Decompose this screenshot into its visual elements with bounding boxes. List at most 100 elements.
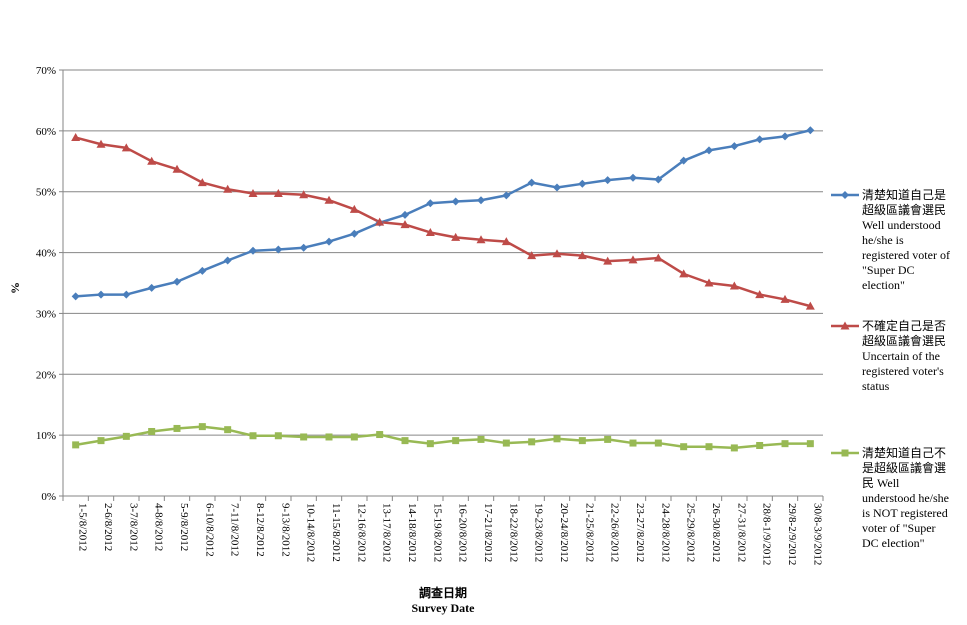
data-point bbox=[96, 139, 106, 148]
data-point bbox=[477, 196, 485, 205]
data-point bbox=[97, 290, 105, 299]
data-point bbox=[477, 435, 485, 443]
x-tick-label: 24-28/8/2012 bbox=[659, 503, 671, 562]
data-point bbox=[349, 204, 359, 213]
data-point bbox=[299, 190, 309, 199]
data-point bbox=[578, 179, 587, 188]
data-point bbox=[71, 133, 81, 142]
x-tick-label: 9-13/8/2012 bbox=[279, 503, 291, 557]
x-axis-title-zh: 調查日期 bbox=[419, 585, 467, 600]
grid-lines bbox=[59, 69, 824, 501]
data-point bbox=[375, 217, 385, 226]
x-tick-label: 13-17/8/2012 bbox=[381, 503, 393, 562]
legend-label-line: 清楚知道自己是 bbox=[862, 188, 947, 202]
series-markers bbox=[71, 126, 815, 452]
data-point bbox=[274, 245, 283, 254]
x-tick-label: 15-19/8/2012 bbox=[431, 503, 443, 562]
data-point bbox=[527, 251, 537, 260]
data-point bbox=[604, 435, 612, 443]
data-point bbox=[679, 156, 688, 165]
data-point bbox=[426, 440, 434, 448]
data-point bbox=[121, 143, 131, 152]
data-point bbox=[527, 178, 536, 187]
data-point bbox=[628, 255, 638, 264]
x-tick-label: 26-30/8/2012 bbox=[710, 503, 722, 562]
data-point bbox=[249, 246, 257, 255]
data-point bbox=[705, 443, 713, 451]
legend-label-line: DC election" bbox=[862, 536, 925, 550]
y-tick-labels: 0% 10% 20% 30% 40% 50% 60% 70% bbox=[36, 65, 56, 503]
x-axis-title-en: Survey Date bbox=[412, 601, 476, 615]
data-point bbox=[476, 235, 486, 244]
data-point bbox=[756, 441, 764, 449]
data-point bbox=[197, 178, 207, 187]
data-point bbox=[705, 146, 713, 155]
x-tick-labels: 1-5/8/2012 2-6/8/2012 3-7/8/2012 4-8/8/2012… bbox=[77, 503, 824, 565]
data-point bbox=[629, 173, 637, 182]
x-tick-label: 17-21/8/2012 bbox=[482, 503, 494, 562]
legend-label-line: 民 Well bbox=[862, 476, 900, 490]
legend-label-line: election" bbox=[862, 278, 905, 292]
data-point bbox=[401, 437, 409, 445]
data-point bbox=[781, 440, 789, 448]
data-point bbox=[148, 427, 156, 435]
legend-label-line: is NOT registered bbox=[862, 506, 948, 520]
data-point bbox=[577, 251, 587, 260]
data-point bbox=[274, 432, 282, 440]
data-point bbox=[400, 220, 410, 229]
x-tick-label: 6-10/8/2012 bbox=[203, 503, 215, 557]
data-point bbox=[198, 266, 207, 275]
data-point bbox=[553, 183, 561, 192]
data-point bbox=[841, 449, 849, 457]
legend-label-line: he/she is bbox=[862, 233, 904, 247]
data-point bbox=[325, 433, 333, 441]
data-point bbox=[249, 432, 257, 440]
x-tick-label: 7-11/8/2012 bbox=[229, 503, 241, 556]
legend-entry: 清楚知道自己是 超級區議會選民 Well understood he/she is re… bbox=[862, 188, 966, 293]
data-point bbox=[654, 175, 663, 184]
x-tick-label: 29/8-2/9/2012 bbox=[786, 503, 798, 565]
data-point bbox=[173, 424, 181, 432]
x-tick-label: 5-9/8/2012 bbox=[178, 503, 190, 551]
legend-label-line: 不確定自己是否 bbox=[862, 319, 947, 333]
data-point bbox=[680, 443, 688, 451]
x-tick-label: 14-18/8/2012 bbox=[406, 503, 418, 562]
data-point bbox=[704, 278, 714, 287]
x-tick-label: 1-5/8/2012 bbox=[77, 503, 89, 551]
legend-label-line: voter of "Super bbox=[862, 521, 936, 535]
data-point bbox=[425, 227, 435, 236]
legend-label-line: 超級區議會選民 bbox=[862, 334, 947, 348]
data-point bbox=[376, 431, 384, 439]
x-tick-label: 2-6/8/2012 bbox=[102, 503, 114, 551]
y-tick-label: 70% bbox=[36, 65, 56, 77]
series-lines bbox=[75, 129, 811, 450]
y-tick-label: 60% bbox=[36, 126, 56, 138]
x-tick-label: 12-16/8/2012 bbox=[355, 503, 367, 562]
y-tick-label: 0% bbox=[41, 491, 56, 503]
x-tick-label: 25-29/8/2012 bbox=[685, 503, 697, 562]
data-point bbox=[223, 256, 232, 265]
x-tick-label: 11-15/8/2012 bbox=[330, 503, 342, 562]
data-point bbox=[841, 191, 849, 199]
y-tick-label: 50% bbox=[36, 187, 56, 199]
data-point bbox=[806, 126, 815, 135]
data-point bbox=[654, 439, 662, 447]
series-line bbox=[75, 425, 811, 450]
data-point bbox=[300, 433, 308, 441]
x-tick-label: 21-25/8/2012 bbox=[583, 503, 595, 562]
y-tick-label: 30% bbox=[36, 308, 56, 320]
data-point bbox=[629, 439, 637, 447]
data-point bbox=[552, 249, 562, 258]
data-point bbox=[71, 292, 80, 301]
x-tick-label: 19-23/8/2012 bbox=[533, 503, 545, 562]
data-point bbox=[224, 426, 232, 434]
data-point bbox=[806, 440, 814, 448]
data-point bbox=[528, 438, 536, 446]
data-point bbox=[122, 290, 131, 299]
data-point bbox=[653, 253, 663, 262]
x-tick-label: 16-20/8/2012 bbox=[457, 503, 469, 562]
x-tick-label: 22-26/8/2012 bbox=[609, 503, 621, 562]
data-point bbox=[780, 294, 790, 303]
data-point bbox=[755, 135, 764, 144]
